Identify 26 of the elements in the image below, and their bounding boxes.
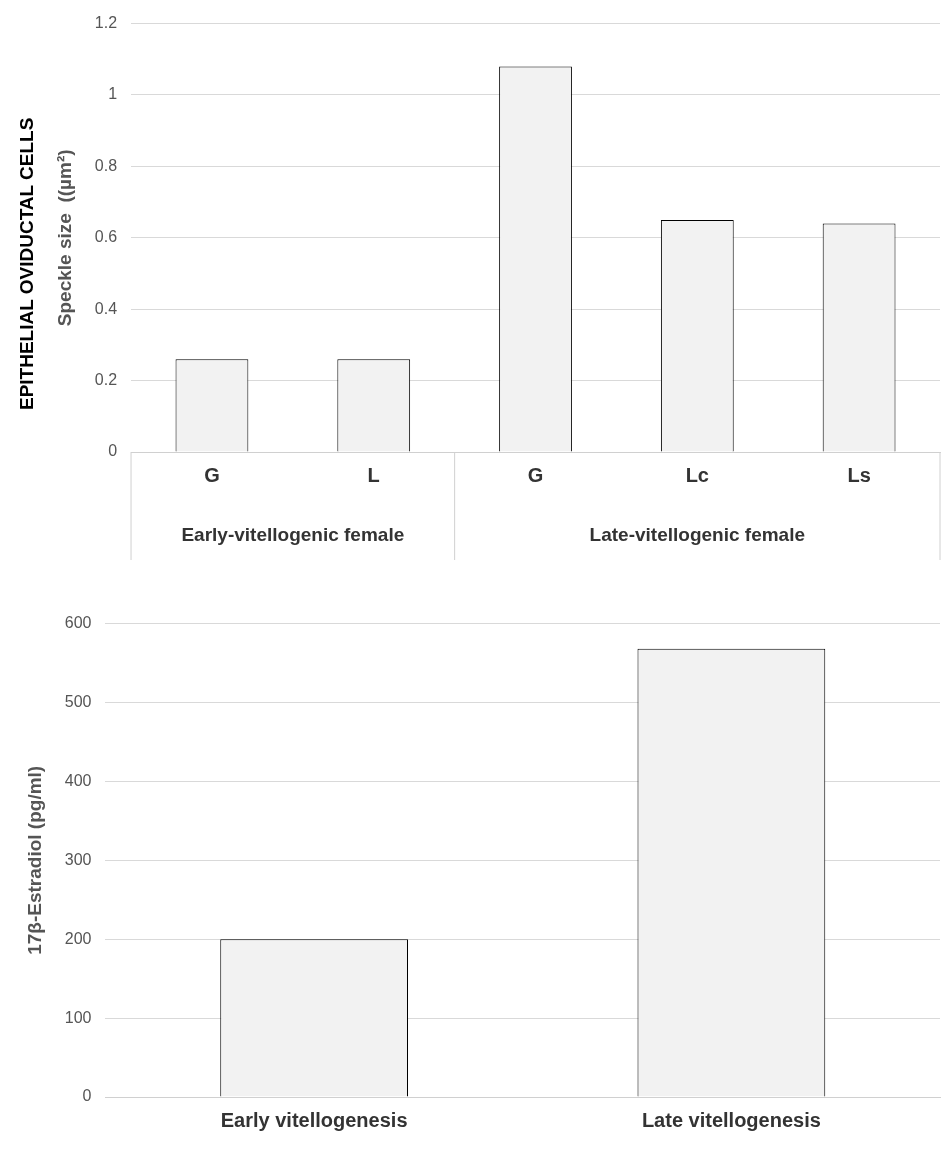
x-tick-label: Early vitellogenesis xyxy=(220,1108,408,1131)
y-tick-label: 0.8 xyxy=(94,156,118,174)
y-tick-label: 400 xyxy=(64,771,92,789)
y-tick-label: 200 xyxy=(64,929,92,947)
y-tick-label: 500 xyxy=(64,692,92,710)
y-axis-title: Speckle size ((µm²) xyxy=(53,149,75,327)
text: Early-vitellogenic female xyxy=(181,524,405,546)
y-tick-label: 600 xyxy=(64,614,92,632)
y-tick-label: 0.6 xyxy=(94,228,118,246)
x-tick-label: G xyxy=(527,463,544,486)
text: Late-vitellogenic female xyxy=(589,524,806,546)
y-tick-label: 0.4 xyxy=(94,299,118,317)
y-axis-title: 17β-Estradiol (pg/ml) xyxy=(23,765,45,955)
y-tick-label: 0 xyxy=(82,1087,92,1105)
x-tick-label: Lc xyxy=(685,463,709,486)
x-tick-label: G xyxy=(204,463,220,486)
y-tick-label: 0.2 xyxy=(94,371,118,389)
text: EPITHELIAL OVIDUCTAL CELLS xyxy=(16,117,38,410)
y-tick-label: 100 xyxy=(64,1008,92,1026)
y-tick-label: 1.2 xyxy=(94,14,118,32)
y-tick-label: 300 xyxy=(64,850,92,868)
x-tick-label: Ls xyxy=(847,463,871,486)
y-tick-label: 1 xyxy=(108,85,118,103)
y-tick-label: 0 xyxy=(108,442,118,460)
x-tick-label: Late vitellogenesis xyxy=(641,1108,821,1131)
x-tick-label: L xyxy=(367,463,380,486)
